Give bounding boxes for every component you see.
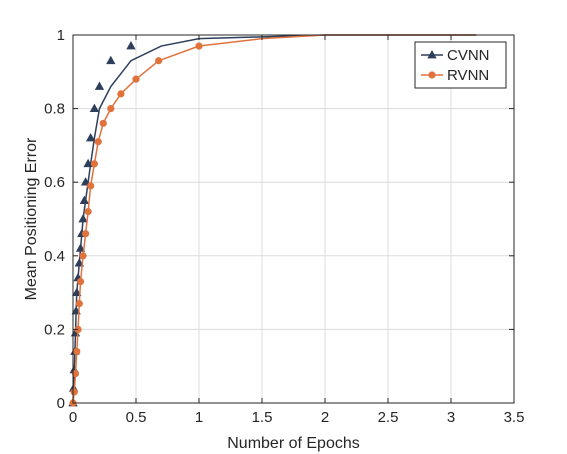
x-tick-label: 1 — [195, 409, 203, 426]
y-tick-label: 0.8 — [44, 101, 65, 118]
data-point-cvnn — [126, 41, 136, 50]
legend-marker — [427, 49, 437, 59]
x-tick-label: 0.5 — [126, 409, 147, 426]
series-layer — [68, 34, 477, 407]
data-point-rvnn — [99, 119, 107, 127]
grid — [72, 34, 515, 404]
data-point-cvnn — [89, 103, 100, 112]
x-tick-label: 2.5 — [378, 409, 399, 426]
data-point-cvnn — [83, 158, 93, 168]
data-point-rvnn — [155, 57, 163, 65]
data-point-rvnn — [82, 230, 90, 238]
data-point-rvnn — [94, 138, 102, 146]
data-point-rvnn — [84, 208, 92, 216]
data-point-rvnn — [73, 347, 81, 356]
y-tick-label: 0.6 — [44, 174, 65, 191]
y-tick-label: 0.2 — [44, 321, 65, 338]
data-point-cvnn — [79, 195, 90, 204]
data-point-cvnn — [85, 133, 96, 142]
x-tick-label: 0 — [69, 409, 77, 426]
series-line-cvnn — [72, 34, 477, 404]
data-point-rvnn — [79, 252, 87, 260]
data-point-rvnn — [107, 105, 115, 113]
data-point-rvnn — [71, 369, 80, 378]
y-tick-label: 0 — [57, 395, 65, 412]
data-point-rvnn — [132, 75, 140, 83]
legend-label: CVNN — [447, 47, 490, 64]
data-point-rvnn — [117, 90, 125, 98]
data-point-rvnn — [90, 160, 99, 168]
data-point-rvnn — [87, 182, 95, 190]
x-tick-label: 3 — [447, 409, 455, 426]
y-axis-label: Mean Positioning Error — [23, 137, 40, 300]
x-tick-label: 3.5 — [504, 409, 525, 426]
y-tick-label: 0.4 — [44, 248, 65, 265]
data-point-cvnn — [74, 258, 84, 267]
series-rvnn — [69, 34, 477, 407]
data-point-cvnn — [78, 213, 88, 223]
data-point-rvnn — [75, 300, 83, 308]
series-line-rvnn — [72, 34, 477, 404]
legend-label: RVNN — [447, 67, 489, 84]
ticks: 0 0.5 1 1.5 2 2.5 3 3.5 0 0.2 0.4 0.6 0.8 1 — [44, 27, 524, 426]
legend-box — [414, 41, 507, 89]
data-point-cvnn — [80, 177, 91, 186]
data-point-rvnn — [195, 42, 203, 50]
series-cvnn — [68, 34, 477, 407]
legend-item-cvnn: CVNN — [421, 47, 490, 64]
x-tick-label: 2 — [321, 409, 329, 426]
legend: CVNN RVNN — [414, 41, 507, 89]
x-axis-label: Number of Epochs — [227, 435, 360, 452]
data-point-cvnn — [75, 243, 86, 252]
x-tick-label: 1.5 — [252, 409, 273, 426]
plot-frame — [72, 34, 515, 404]
data-point-cvnn — [72, 287, 82, 296]
data-point-rvnn — [76, 277, 85, 286]
data-point-cvnn — [106, 55, 116, 65]
data-point-cvnn — [94, 81, 105, 90]
data-point-rvnn — [70, 388, 78, 396]
legend-marker — [428, 71, 436, 79]
y-tick-label: 1 — [57, 27, 65, 44]
legend-item-rvnn: RVNN — [421, 67, 489, 84]
